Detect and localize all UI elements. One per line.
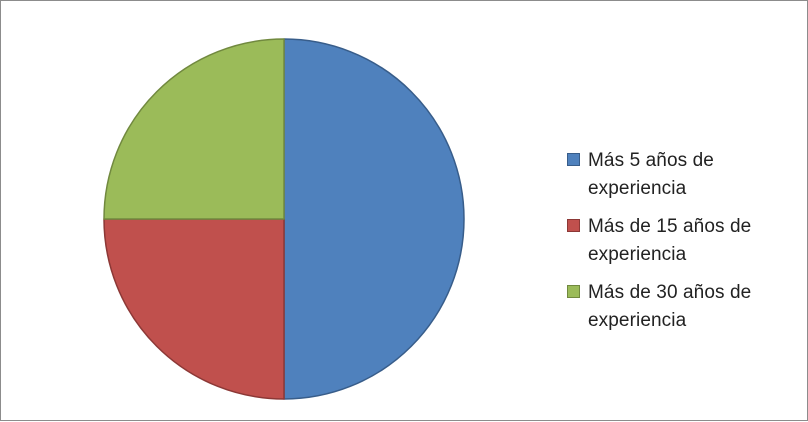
legend-swatch: [567, 219, 580, 232]
legend-label: Más de 15 años de experiencia: [588, 216, 752, 265]
pie-slice: [103, 38, 285, 220]
legend-item: Más de 15 años de experiencia: [567, 213, 803, 269]
pie-slice: [283, 38, 465, 400]
pie-slice: [103, 218, 285, 400]
legend-item: Más 5 años de experiencia: [567, 147, 803, 203]
legend-swatch: [567, 285, 580, 298]
chart-legend: Más 5 años de experiencia Más de 15 años…: [567, 147, 803, 345]
legend-label: Más de 30 años de experiencia: [588, 282, 752, 331]
legend-label: Más 5 años de experiencia: [588, 150, 714, 199]
legend-item: Más de 30 años de experiencia: [567, 279, 803, 335]
legend-swatch: [567, 153, 580, 166]
